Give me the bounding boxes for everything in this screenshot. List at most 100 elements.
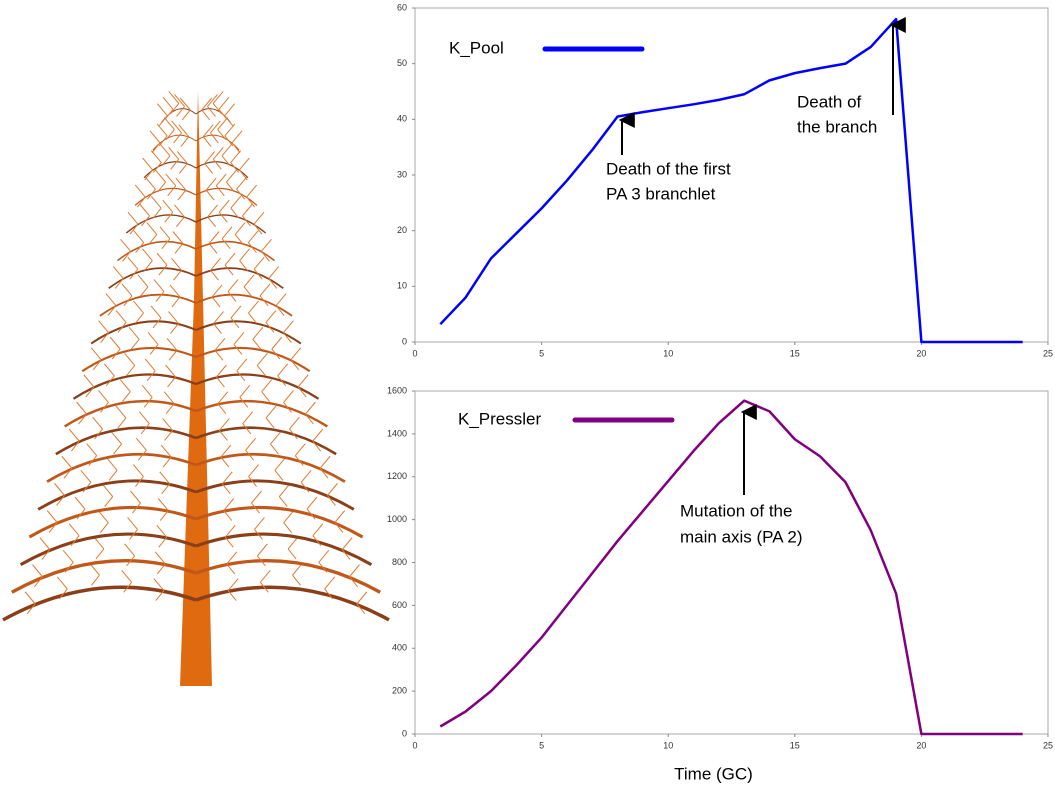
twig [174, 243, 184, 254]
twig [162, 96, 174, 110]
twig [133, 464, 144, 477]
x-tick-label: 0 [412, 740, 417, 750]
twig [236, 370, 246, 382]
x-tick-label: 15 [790, 740, 800, 750]
twig [164, 211, 174, 223]
twig [171, 296, 181, 308]
twig [233, 332, 245, 345]
branch [46, 452, 197, 483]
twig [283, 390, 294, 403]
twig [155, 590, 165, 601]
twig [324, 588, 334, 600]
twig [349, 576, 358, 588]
twig [230, 162, 240, 173]
twig [204, 151, 216, 164]
branch [195, 187, 258, 206]
annotation: Death of the first [606, 159, 731, 178]
twig [210, 120, 221, 134]
twig [164, 430, 174, 441]
x-tick-label: 20 [916, 740, 926, 750]
twig [121, 283, 133, 297]
branch [143, 161, 197, 179]
twig [135, 476, 144, 487]
twig [204, 163, 214, 174]
twig [318, 561, 328, 573]
twig [265, 310, 277, 323]
twig [283, 510, 295, 524]
twig [248, 312, 257, 324]
twig [117, 322, 127, 333]
twig [107, 305, 117, 316]
twig [105, 293, 117, 306]
twig [98, 320, 109, 333]
twig [173, 132, 182, 144]
y-tick-label: 0 [402, 728, 407, 738]
branch [64, 399, 197, 428]
twig [277, 375, 287, 387]
branch [195, 399, 328, 428]
twig [58, 588, 68, 600]
branch [195, 373, 320, 400]
twig [156, 123, 168, 137]
twig [68, 428, 80, 442]
twig [104, 496, 114, 507]
branch [195, 479, 355, 511]
twig [248, 300, 259, 314]
twig [227, 279, 239, 292]
twig [224, 264, 234, 276]
twig [154, 551, 166, 565]
twig [88, 455, 98, 467]
twig [230, 207, 240, 219]
twig [275, 293, 287, 306]
trunk [180, 90, 212, 686]
twig [135, 437, 147, 451]
branch [195, 320, 302, 345]
branch [117, 240, 197, 262]
twig [178, 124, 190, 138]
twig [158, 264, 168, 276]
twig [289, 428, 298, 440]
twig [142, 157, 154, 171]
twig [305, 401, 316, 415]
branch [134, 187, 197, 206]
twig [256, 353, 268, 366]
twig [78, 413, 87, 425]
twig [167, 185, 177, 197]
twig [61, 455, 73, 469]
twig [259, 582, 269, 593]
twig [306, 496, 318, 510]
twig [135, 312, 144, 324]
twig [205, 189, 215, 201]
branch [195, 505, 364, 539]
twig [149, 130, 161, 144]
twig [100, 402, 109, 413]
twig [312, 523, 324, 536]
twig [238, 169, 248, 181]
twig [169, 284, 181, 298]
twig [148, 234, 158, 245]
twig [212, 147, 224, 160]
twig [224, 252, 236, 266]
twig [54, 483, 65, 496]
twig [113, 443, 122, 455]
twig [103, 363, 115, 377]
twig [156, 103, 168, 116]
twig [283, 332, 292, 343]
twig [245, 437, 257, 451]
branch [195, 267, 284, 289]
twig [207, 106, 216, 117]
twig [218, 430, 228, 441]
twig [247, 242, 257, 253]
twig [168, 349, 178, 361]
twig [133, 230, 145, 243]
data-line [439, 17, 1023, 344]
twig [165, 364, 176, 378]
twig [223, 510, 233, 521]
twig [170, 323, 179, 334]
twig [287, 548, 297, 560]
twig [201, 109, 211, 121]
twig [135, 242, 145, 253]
twig [152, 317, 162, 329]
twig [111, 348, 121, 360]
twig [287, 536, 299, 550]
